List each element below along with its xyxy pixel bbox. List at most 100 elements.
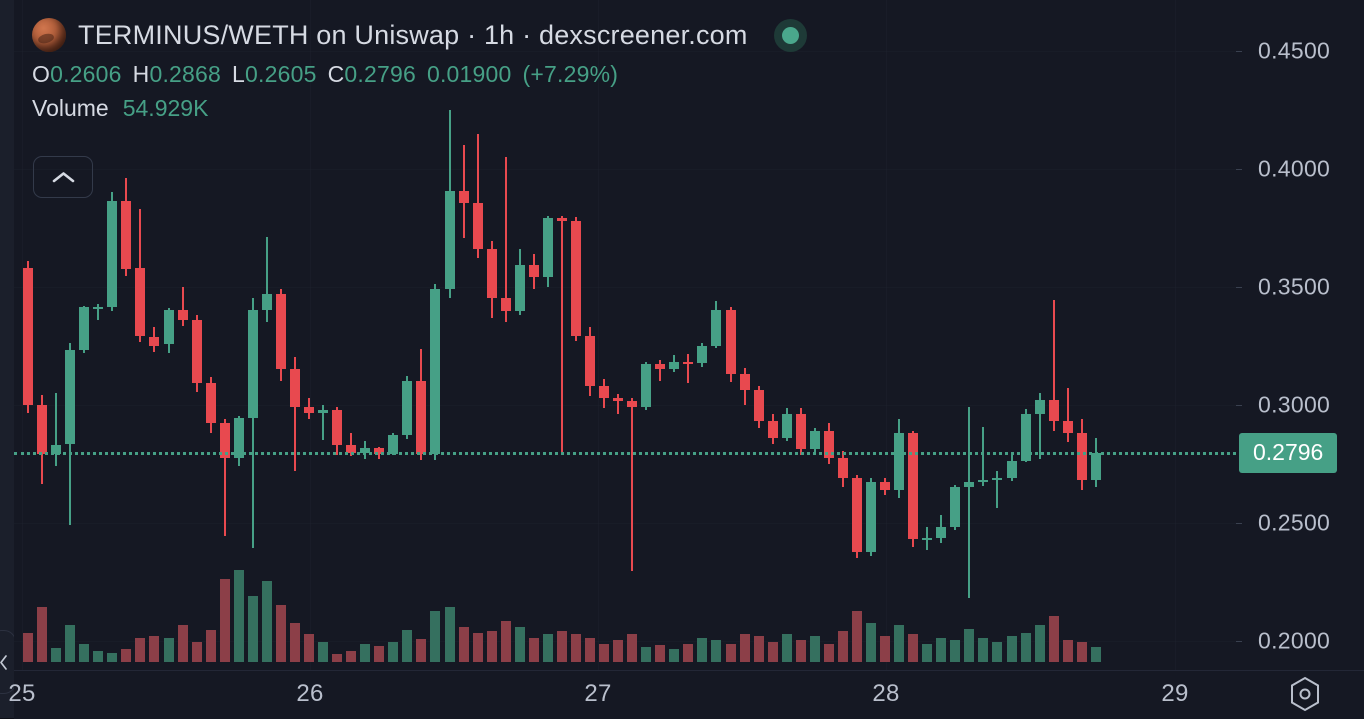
candle-body	[711, 310, 722, 346]
candle-wick	[504, 156, 507, 323]
candle-body	[585, 336, 595, 386]
volume-bar	[655, 645, 666, 662]
volume-bar	[360, 643, 371, 662]
candle-body	[613, 397, 624, 402]
candle-body	[1076, 432, 1087, 481]
volume-bar	[163, 638, 174, 662]
candle-body	[978, 480, 989, 483]
candle-body	[556, 218, 567, 221]
candle-body	[922, 537, 933, 540]
chart-plot-area[interactable]	[14, 0, 1236, 670]
candle-body	[416, 381, 427, 455]
volume-bar	[585, 638, 595, 662]
candle-body	[107, 200, 118, 307]
price-axis-tick	[1236, 404, 1242, 406]
candle-body	[121, 200, 132, 269]
volume-bar	[458, 627, 469, 662]
mars-planet-token-icon	[32, 18, 66, 52]
volume-bar	[247, 595, 258, 662]
candle-body	[528, 265, 539, 278]
volume-bar	[23, 632, 33, 662]
crosshair-target-icon[interactable]	[1288, 676, 1322, 712]
candle-body	[964, 482, 975, 488]
volume-bar	[992, 641, 1003, 662]
volume-bar	[93, 650, 104, 662]
volume-bar	[107, 652, 118, 662]
gridline-horizontal	[14, 50, 1236, 52]
candle-wick	[560, 215, 563, 453]
volume-bar	[1006, 636, 1017, 662]
volume-bar	[753, 636, 764, 662]
volume-bar	[1048, 616, 1059, 662]
volume-bar	[599, 643, 610, 662]
price-axis-label: 0.2500	[1258, 509, 1331, 536]
collapse-legend-button[interactable]	[33, 156, 93, 198]
volume-bar	[289, 623, 300, 662]
pair-title: TERMINUS/WETH on Uniswap · 1h · dexscree…	[78, 19, 748, 50]
volume-value: 54.929K	[122, 95, 209, 121]
volume-bar	[135, 638, 146, 662]
candle-body	[570, 220, 581, 337]
candle-body	[837, 457, 848, 478]
volume-bar	[556, 630, 567, 662]
candle-body	[809, 430, 820, 450]
current-price-badge[interactable]: 0.2796	[1239, 432, 1338, 473]
candle-body	[247, 310, 258, 418]
candle-body	[880, 482, 891, 490]
candle-body	[346, 444, 357, 453]
ohlc-open-key: O	[32, 61, 51, 87]
price-axis-tick	[1236, 50, 1242, 52]
volume-bar	[79, 643, 90, 662]
volume-bar	[950, 639, 961, 662]
candle-body	[992, 477, 1003, 481]
candle-wick	[982, 427, 985, 486]
candle-body	[23, 267, 33, 405]
volume-bar	[528, 638, 539, 662]
candle-body	[655, 364, 666, 370]
candle-body	[894, 432, 905, 490]
candle-wick	[181, 286, 184, 326]
time-axis-label: 28	[872, 680, 900, 707]
candle-body	[388, 435, 399, 455]
candle-body	[233, 417, 244, 458]
price-axis-label: 0.3500	[1258, 273, 1331, 300]
volume-bar	[416, 639, 427, 662]
candle-wick	[265, 237, 268, 323]
candle-body	[472, 202, 483, 249]
ohlc-low-key: L	[232, 61, 246, 87]
candle-body	[851, 477, 862, 553]
volume-bar	[739, 634, 750, 662]
candle-body	[753, 390, 764, 422]
volume-bar	[697, 638, 708, 662]
price-axis-tick	[1236, 168, 1242, 170]
price-axis-label: 0.3000	[1258, 391, 1331, 418]
volume-bar	[388, 641, 399, 662]
volume-bar	[191, 641, 202, 662]
candle-body	[1062, 421, 1073, 433]
candle-body	[444, 191, 455, 289]
price-axis-tick	[1236, 522, 1242, 524]
candle-body	[205, 383, 216, 424]
price-axis[interactable]: 0.4500 0.4000 0.3500 0.3000 0.2500 0.2000 0.27…	[1236, 0, 1364, 670]
candle-body	[936, 527, 947, 538]
candle-wick	[97, 304, 100, 320]
candle-body	[669, 362, 680, 370]
candle-body	[514, 265, 525, 312]
volume-bar	[1020, 632, 1031, 662]
volume-bar	[851, 611, 862, 662]
candle-body	[866, 482, 876, 553]
candle-wick	[293, 357, 296, 471]
ohlc-close-key: C	[327, 61, 345, 87]
candle-body	[781, 414, 792, 438]
volume-bar	[894, 625, 905, 662]
candle-wick	[350, 432, 353, 457]
time-axis-label: 29	[1161, 680, 1189, 707]
candle-body	[261, 293, 272, 311]
candle-body	[1020, 414, 1031, 462]
candle-body	[795, 414, 806, 450]
candle-body	[486, 248, 497, 299]
gridline-vertical	[886, 0, 887, 670]
time-axis[interactable]: 25 26 27 28 29	[8, 670, 1364, 719]
candle-body	[1090, 452, 1101, 481]
candle-body	[683, 362, 694, 365]
